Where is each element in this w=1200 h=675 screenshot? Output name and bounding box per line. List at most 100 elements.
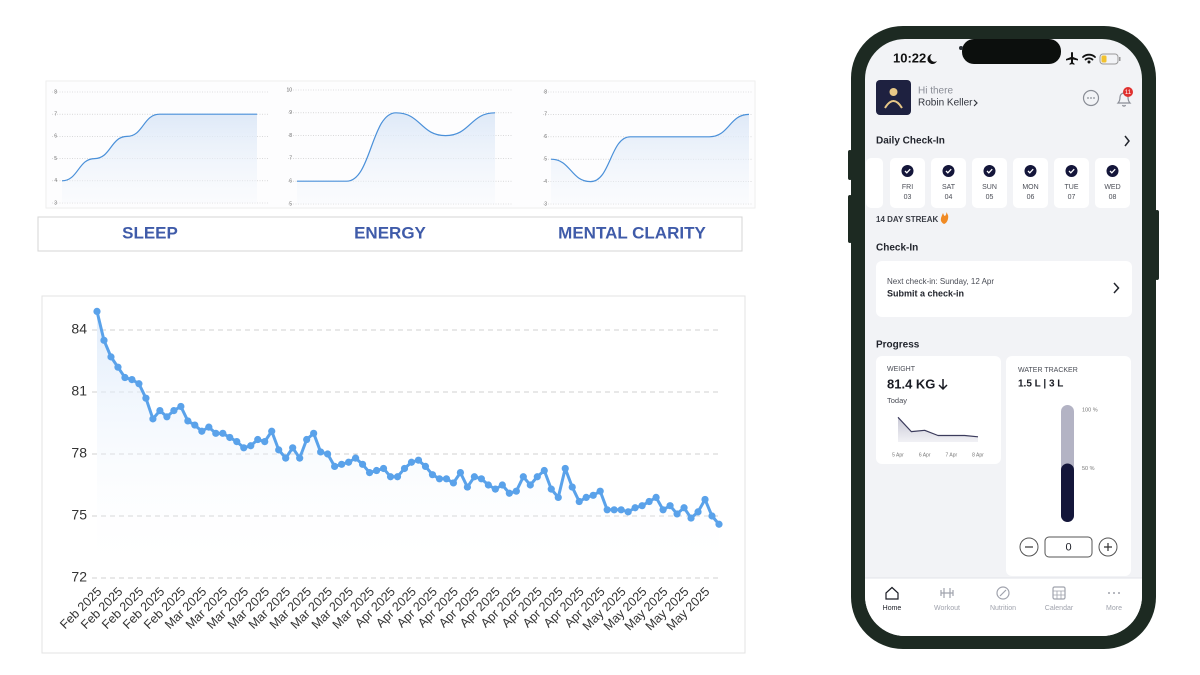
- chevron-icon: [1113, 282, 1120, 294]
- chart-title: SLEEP: [122, 223, 178, 242]
- point: [428, 471, 437, 479]
- avatar[interactable]: [876, 80, 911, 115]
- y-tick-label: 5: [289, 201, 292, 207]
- point: [701, 495, 709, 504]
- day-date: 04: [945, 194, 953, 201]
- point: [93, 307, 101, 315]
- point: [365, 469, 374, 477]
- day-card[interactable]: [1054, 158, 1089, 208]
- decrement-button[interactable]: [1019, 537, 1039, 557]
- y-tick-label: 5: [54, 156, 57, 162]
- wifi-icon-dot: [1087, 60, 1091, 64]
- tab-bar: [865, 578, 1142, 636]
- tab-label[interactable]: Calendar: [1045, 605, 1074, 612]
- day-date: 05: [986, 194, 994, 201]
- section-title: Progress: [876, 340, 920, 351]
- user-name[interactable]: Robin Keller: [918, 98, 973, 109]
- x-tick-label: 6 Apr: [919, 452, 931, 458]
- check-icon: [1068, 168, 1075, 174]
- area-fill: [97, 311, 719, 578]
- avatar-figure: [884, 100, 903, 109]
- point: [624, 508, 632, 516]
- day-card[interactable]: [890, 158, 925, 208]
- weight-period: Today: [887, 396, 907, 405]
- chat-dot: [1093, 97, 1095, 99]
- y-tick-label: 6: [289, 179, 292, 185]
- tab-label[interactable]: Workout: [934, 605, 960, 612]
- point: [610, 506, 618, 514]
- chevron-button[interactable]: [1124, 135, 1130, 147]
- notification-count: 11: [1125, 90, 1132, 96]
- point: [163, 413, 171, 421]
- water-input[interactable]: [1044, 536, 1093, 558]
- check-icon: [986, 168, 993, 174]
- point: [575, 497, 583, 506]
- section-title: Check-In: [876, 243, 918, 254]
- home-icon: [885, 586, 899, 600]
- plus-icon: [1104, 543, 1112, 551]
- fire-icon: [940, 212, 949, 224]
- increment-button[interactable]: [1098, 537, 1118, 557]
- point: [680, 504, 688, 512]
- tab-label[interactable]: Nutrition: [990, 605, 1016, 612]
- weight-value: 81.4 KG: [887, 376, 935, 391]
- battery-icon: [1099, 53, 1119, 65]
- day-card: [866, 158, 883, 208]
- point: [142, 394, 150, 402]
- point: [128, 376, 136, 384]
- y-tick-label: 7: [289, 156, 292, 162]
- chat-button[interactable]: [1082, 89, 1100, 107]
- phone-button: [848, 195, 852, 243]
- phone-button: [848, 150, 852, 180]
- y-tick-label: 3: [54, 200, 57, 206]
- point: [121, 373, 129, 382]
- point: [694, 508, 702, 516]
- checkin-action: Submit a check-in: [887, 288, 964, 298]
- point: [254, 435, 262, 444]
- y-tick-label: 78: [71, 445, 87, 461]
- point: [289, 444, 297, 452]
- area-fill: [62, 114, 257, 203]
- day-name: MON: [1022, 184, 1038, 191]
- camera: [959, 46, 963, 50]
- point: [442, 475, 451, 483]
- weight-label: WEIGHT: [887, 366, 916, 373]
- point: [226, 433, 234, 442]
- tab-list: Home Workout Nutrition Calendar More: [883, 605, 1122, 612]
- chevron-icon: [973, 99, 978, 107]
- y-tick-label: 75: [71, 507, 87, 523]
- wifi-icon: [1082, 53, 1096, 61]
- point: [603, 506, 611, 514]
- gauge-fill: [1061, 463, 1074, 522]
- phone-button: [1155, 210, 1159, 280]
- point: [407, 458, 416, 466]
- day-date: 08: [1109, 194, 1117, 201]
- day-card[interactable]: [1013, 158, 1048, 208]
- y-tick-label: 5: [544, 157, 547, 163]
- day-name: TUE: [1065, 184, 1079, 191]
- captions-strip: [37, 216, 743, 252]
- y-tick-label: 8: [544, 89, 547, 95]
- y-tick-label: 4: [54, 178, 57, 184]
- day-card[interactable]: [972, 158, 1007, 208]
- check-icon: [945, 168, 952, 174]
- day-card[interactable]: [1095, 158, 1130, 208]
- tab-label[interactable]: Home: [883, 605, 902, 612]
- point: [372, 466, 381, 475]
- y-tick-label: 10: [286, 87, 292, 93]
- battery-level: [1101, 55, 1107, 63]
- checkin-card[interactable]: [876, 261, 1132, 317]
- point: [268, 427, 276, 435]
- point: [240, 444, 248, 452]
- moon-icon: [927, 54, 937, 64]
- point: [456, 469, 465, 477]
- point: [344, 458, 353, 466]
- tab-label[interactable]: More: [1106, 605, 1122, 612]
- point: [338, 460, 346, 468]
- day-card[interactable]: [931, 158, 966, 208]
- airplane-icon: [1066, 52, 1078, 65]
- line: [550, 113, 750, 183]
- line: [297, 112, 496, 182]
- day-name: SUN: [982, 184, 997, 191]
